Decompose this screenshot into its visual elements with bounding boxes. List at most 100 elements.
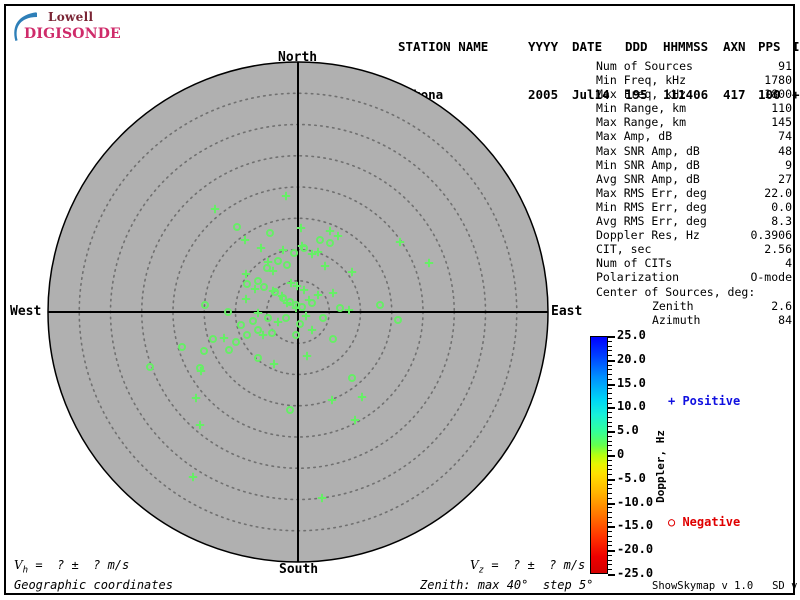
source-marker-negative [336,304,344,312]
header-column-row: STATION NAME YYYY DATE DDD HHMMSS AXN PPS IGP [398,39,800,55]
header-date-value: Jul14 [572,87,610,102]
header-date-label: DATE [572,39,603,54]
stat-label: Max Freq, kHz [596,87,687,102]
source-marker-positive [258,330,268,340]
stat-value: 2.56 [764,242,792,257]
vertical-velocity-readout: Vz = ? ± ? m/s [470,558,585,575]
polar-plot-canvas[interactable] [20,50,580,580]
source-marker-negative [308,299,316,307]
source-marker-positive [344,305,354,315]
source-marker-positive [195,420,205,430]
stat-value: 9 [785,157,792,172]
colorbar-major-tick [608,431,615,434]
source-marker-negative [286,406,294,414]
source-marker-negative [376,301,384,309]
stat-row: Min RMS Err, deg 0.0 [596,200,792,214]
source-marker-positive [302,351,312,361]
source-marker-positive [395,237,405,247]
colorbar-tick-label: 0 [617,447,625,461]
stat-label: Min SNR Amp, dB [596,157,700,172]
colorbar-minor-tick [608,350,612,352]
stat-label: Polarization [596,270,680,285]
direction-label-east: East [551,304,583,319]
stat-row: Avg RMS Err, deg 8.3 [596,214,792,228]
colorbar-major-tick [608,526,615,529]
stat-value: 1800 [764,87,792,102]
stat-label: CIT, sec [596,242,652,257]
stat-value: 27 [778,171,792,186]
source-marker-negative [233,223,241,231]
stat-value: 4 [785,256,792,271]
window-frame [4,4,795,595]
lowell-digisonde-logo: Lowell DIGISONDE [10,8,121,44]
header-igp-value: +0F [792,87,800,102]
stat-value: O-mode [750,270,792,285]
header-yyyy-value: 2005 [528,87,559,102]
stat-row: Min Freq, kHz 1780 [596,73,792,87]
colorbar-minor-tick [608,340,612,342]
source-marker-negative [319,314,327,322]
header-axn-value: 417 [723,87,746,102]
stat-label: Avg SNR Amp, dB [596,171,700,186]
source-marker-negative [196,364,204,372]
source-marker-positive [191,393,201,403]
source-marker-negative [271,288,279,296]
colorbar-minor-tick [608,493,612,495]
colorbar-tick-label: 20.0 [617,351,646,366]
stat-row: Max RMS Err, deg 22.0 [596,186,792,200]
colorbar-minor-tick [608,450,612,452]
colorbar-minor-tick [608,364,612,366]
source-marker-negative [237,321,245,329]
source-marker-negative [263,264,271,272]
colorbar-minor-tick [608,378,612,380]
source-marker-negative [209,335,217,343]
colorbar-minor-tick [608,397,612,399]
source-marker-negative [296,320,304,328]
skymap-polar-plot[interactable]: North South West East [10,50,583,580]
header-hhmmss-label: HHMMSS [663,39,709,54]
header-pps-label: PPS [758,39,781,54]
stat-row: Num of CITs 4 [596,256,792,270]
colorbar-minor-tick [608,374,612,376]
source-marker-positive [347,267,357,277]
colorbar-major-tick [608,383,615,386]
coordinate-system-note: Geographic coordinates [14,578,173,592]
colorbar-minor-tick [608,445,612,447]
source-marker-positive [286,278,296,288]
stat-value: 8.3 [771,214,792,229]
source-marker-negative [249,317,257,325]
source-marker-positive [281,191,291,201]
colorbar-minor-tick [608,483,612,485]
colorbar-tick-label: -20.0 [617,542,654,557]
stat-label: Max Range, km [596,115,687,130]
colorbar-minor-tick [608,535,612,537]
colorbar-minor-tick [608,369,612,371]
stat-value: 145 [771,115,792,130]
colorbar-minor-tick [608,545,612,547]
colorbar-tick-label: -5.0 [617,470,646,485]
zenith-scale-note: Zenith: max 40° step 5° [420,578,594,592]
colorbar-major-tick [608,455,615,457]
version-note: ShowSkymap v 1.0 SD v 4.2 [652,580,798,592]
stat-value: 110 [771,101,792,116]
statistics-panel: Num of Sources 91 Min Freq, kHz 1780 Max Fre… [596,59,792,327]
colorbar-minor-tick [608,402,612,404]
source-marker-positive [299,285,309,295]
header-value-row: Gakona2005Jul14195111406417100+0F [398,87,800,103]
source-marker-negative [279,294,287,302]
vz-subscript: z [478,565,485,576]
center-label: Azimuth [652,312,701,327]
stat-label: Avg RMS Err, deg [596,214,707,229]
source-marker-negative [264,314,272,322]
stat-row: Max Freq, kHz 1800 [596,87,792,101]
colorbar-minor-tick [608,569,612,571]
stat-row: Min SNR Amp, dB 9 [596,158,792,172]
source-marker-negative [178,343,186,351]
center-label: Zenith [652,298,694,313]
source-marker-positive [296,223,306,233]
colorbar-minor-tick [608,512,612,514]
source-marker-negative [268,329,276,337]
stat-label: Min RMS Err, deg [596,199,707,214]
source-marker-positive [273,317,283,327]
colorbar-major-tick [608,550,615,553]
